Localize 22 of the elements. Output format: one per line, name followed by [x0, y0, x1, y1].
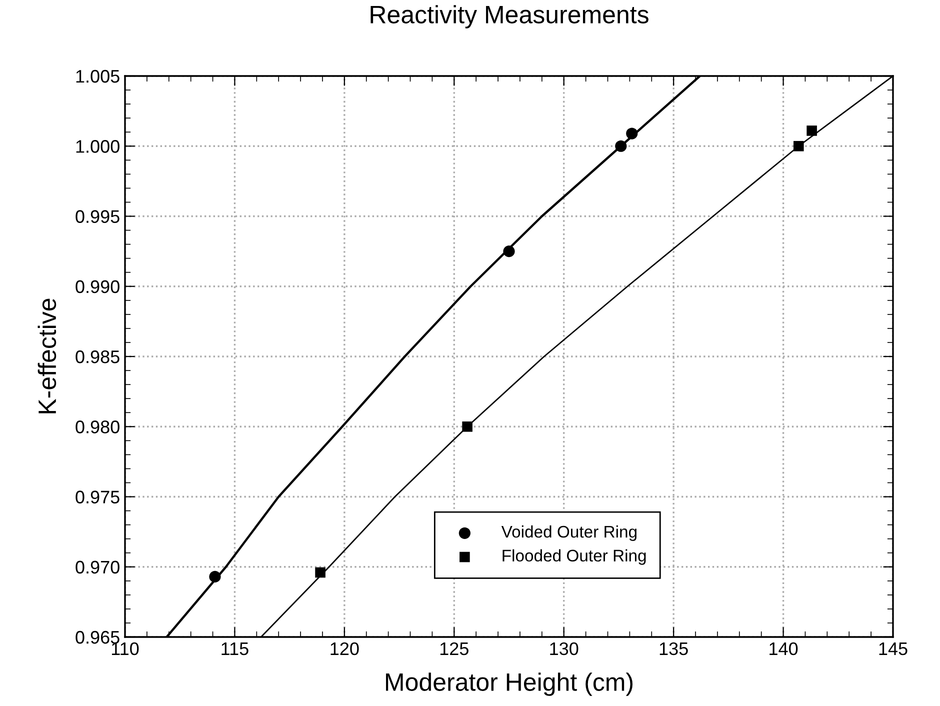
x-tick-label: 140 — [770, 642, 798, 656]
y-tick-label: 1.005 — [76, 70, 120, 83]
x-tick-label: 125 — [440, 642, 468, 656]
x-tick-label: 110 — [112, 642, 139, 656]
y-tick-label: 0.975 — [76, 490, 120, 504]
y-tick-label: 0.995 — [76, 210, 120, 223]
x-tick-label: 115 — [222, 642, 248, 656]
y-tick-label: 0.980 — [76, 420, 120, 434]
x-axis-title: Moderator Height (cm) — [386, 672, 632, 696]
y-tick-label: 0.990 — [76, 280, 120, 294]
y-tick-label: 0.985 — [76, 350, 120, 364]
x-tick-label: 120 — [330, 642, 359, 656]
x-tick-label: 135 — [660, 642, 688, 656]
y-tick-label: 1.000 — [76, 140, 120, 153]
x-tick-label: 145 — [879, 642, 908, 656]
x-tick-label: 130 — [550, 642, 578, 656]
y-tick-label: 0.970 — [76, 560, 120, 574]
y-tick-label: 0.965 — [76, 630, 120, 644]
y-axis-title: K-effective — [38, 298, 56, 414]
legend-label: Voided Outer Ring — [501, 525, 636, 541]
chart-title: Reactivity Measurements — [370, 5, 648, 28]
legend-label: Flooded Outer Ring — [502, 549, 646, 565]
